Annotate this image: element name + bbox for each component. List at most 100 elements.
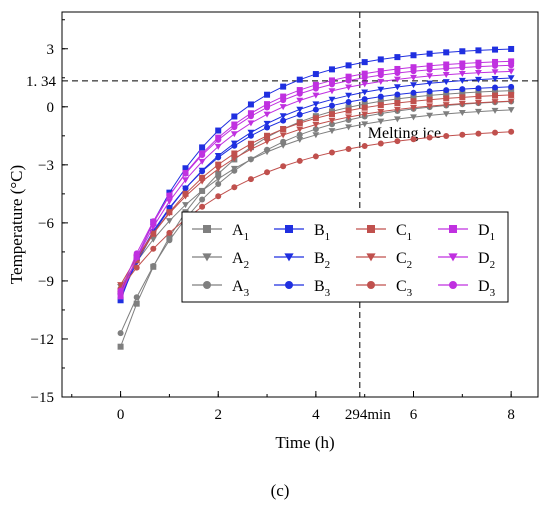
x-tick-label: 4: [312, 407, 320, 423]
legend-label-base: A: [232, 250, 244, 267]
data-point: [361, 111, 369, 118]
legend-label: A2: [232, 250, 249, 271]
legend-label-subscript: 3: [490, 287, 496, 299]
data-point: [508, 83, 515, 90]
data-point: [377, 78, 385, 85]
legend-label: B3: [314, 278, 331, 299]
data-point: [442, 72, 450, 79]
data-point: [328, 128, 336, 135]
legend-label: D3: [478, 278, 496, 299]
data-point: [199, 203, 206, 210]
legend-label-subscript: 2: [490, 259, 496, 271]
legend-label-base: D: [478, 278, 490, 295]
data-point: [328, 117, 336, 124]
data-point: [474, 99, 482, 106]
legend-item-c2: C2: [356, 250, 412, 271]
data-point: [312, 126, 319, 133]
data-point: [328, 102, 335, 109]
data-point: [361, 121, 369, 128]
legend-label: C1: [396, 222, 412, 243]
data-point: [247, 101, 254, 108]
data-point: [312, 153, 319, 160]
legend-label-base: B: [314, 222, 325, 239]
data-point: [247, 176, 254, 183]
figure-caption: (c): [271, 481, 290, 500]
y-axis-title: Temperature (°C): [7, 165, 26, 284]
data-point: [165, 210, 173, 217]
data-point: [459, 89, 466, 96]
data-point: [280, 138, 287, 145]
data-point: [199, 151, 206, 158]
data-point: [182, 165, 189, 172]
data-point: [280, 97, 287, 104]
data-point: [508, 87, 515, 94]
data-point: [443, 61, 450, 68]
data-point: [312, 71, 319, 78]
data-point: [247, 140, 254, 147]
legend-swatch-marker: [203, 281, 211, 289]
data-point: [296, 76, 303, 83]
data-point: [279, 132, 287, 139]
data-point: [377, 140, 384, 147]
data-point: [394, 54, 401, 61]
legend-swatch-marker: [448, 253, 458, 262]
y-extra-tick-label: 1. 34: [26, 74, 57, 90]
data-point: [426, 80, 434, 87]
data-point: [377, 118, 385, 125]
data-point: [199, 196, 206, 203]
data-point: [459, 60, 466, 67]
data-point: [394, 138, 401, 145]
data-point: [492, 62, 499, 69]
data-point: [508, 91, 515, 98]
data-point: [215, 127, 222, 134]
data-point: [458, 100, 466, 107]
legend-swatch-marker: [366, 253, 376, 262]
data-point: [264, 169, 271, 176]
data-point: [426, 50, 433, 57]
data-point: [328, 77, 335, 84]
data-point: [117, 282, 125, 289]
data-point: [328, 88, 336, 95]
legend-label-subscript: 3: [325, 287, 331, 299]
data-point: [312, 132, 320, 139]
y-tick-label: 0: [47, 100, 55, 116]
data-point: [426, 62, 433, 69]
legend-item-a3: A3: [192, 278, 250, 299]
legend-swatch-marker: [367, 225, 375, 233]
data-point: [296, 126, 304, 133]
data-point: [231, 113, 238, 120]
data-point: [150, 245, 157, 252]
data-point: [247, 110, 254, 117]
data-point: [182, 193, 189, 200]
data-point: [443, 49, 450, 56]
data-point: [117, 343, 124, 350]
legend-item-d2: D2: [438, 250, 495, 271]
data-point: [199, 168, 206, 175]
data-point: [279, 113, 287, 120]
data-point: [475, 89, 482, 96]
data-point: [279, 104, 287, 111]
legend-label-subscript: 3: [244, 287, 250, 299]
data-point: [394, 100, 401, 107]
data-point: [166, 229, 173, 236]
data-point: [296, 111, 303, 118]
data-point: [426, 92, 433, 99]
data-point: [166, 237, 173, 244]
legend-label-base: D: [478, 222, 490, 239]
data-point: [459, 64, 466, 71]
data-point: [394, 91, 401, 98]
data-point: [508, 45, 515, 52]
data-point: [475, 130, 482, 137]
data-point: [361, 104, 368, 111]
data-point: [133, 264, 140, 271]
x-extra-tick-label: 294min: [345, 407, 391, 423]
data-point: [393, 116, 401, 123]
data-point: [475, 93, 482, 100]
data-point: [491, 99, 499, 106]
data-point: [150, 262, 157, 269]
data-point: [459, 94, 466, 101]
data-point: [410, 52, 417, 59]
legend-item-d3: D3: [438, 278, 496, 299]
data-point: [231, 142, 238, 149]
